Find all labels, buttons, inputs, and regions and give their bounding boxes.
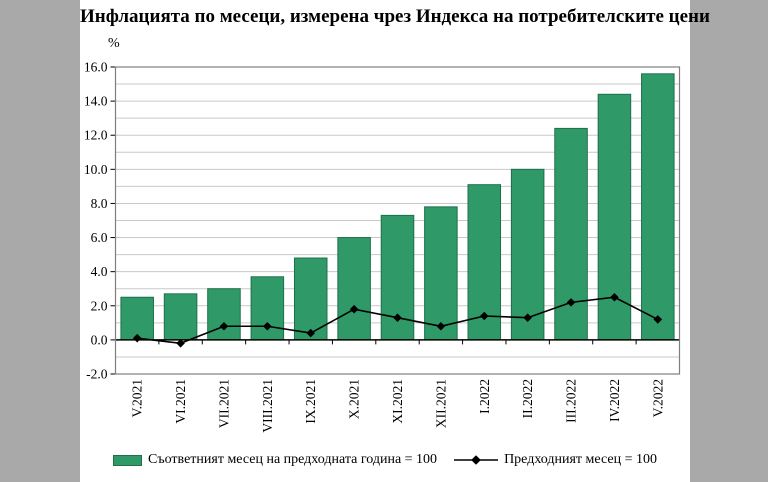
x-tick-label: VI.2021 (173, 379, 188, 424)
x-tick-label: IX.2021 (303, 379, 318, 424)
legend-line-label: Предходният месец = 100 (504, 452, 657, 467)
x-tick-label: I.2022 (477, 379, 492, 414)
line-marker-diamond (610, 292, 619, 302)
legend-line-marker-icon (454, 455, 499, 465)
legend-bar-swatch (113, 454, 143, 466)
y-tick-label: 16.0 (84, 60, 108, 75)
line-marker-diamond (393, 313, 402, 323)
y-tick-label: 10.0 (84, 162, 108, 177)
y-tick-label: 6.0 (91, 230, 108, 245)
chart-svg: 16.0 14.0 12.0 10.0 8.0 6.0 4.0 2.0 0.0 -2.0 V.202… (84, 60, 681, 433)
y-tick-label: 4.0 (91, 264, 108, 279)
chart-title: Инфлацията по месеци, измерена чрез Инде… (80, 6, 710, 27)
x-tick-label: XI.2021 (390, 379, 405, 424)
y-tick-label: 0.0 (91, 332, 108, 347)
bar (120, 296, 154, 341)
bar (207, 288, 241, 341)
x-tick-label: X.2021 (347, 379, 362, 419)
x-tick-label: XII.2021 (433, 379, 448, 428)
y-tick-label: 12.0 (84, 128, 108, 143)
chart-panel: Инфлацията по месеци, измерена чрез Инде… (80, 0, 710, 482)
bar (510, 168, 545, 341)
line-marker-diamond (436, 321, 446, 331)
plot-frame (114, 66, 681, 375)
line-marker-diamond (479, 311, 489, 321)
line-marker-diamond (306, 328, 316, 338)
line-marker-diamond (349, 304, 359, 314)
bar (424, 206, 458, 341)
y-tick-label: -2.0 (86, 367, 108, 382)
line-marker-diamond (523, 313, 532, 323)
x-tick-label: IV.2022 (607, 379, 622, 422)
bar (641, 73, 675, 341)
x-tick-label: II.2022 (520, 379, 535, 418)
bar (163, 293, 198, 341)
bar (554, 127, 588, 341)
x-tick-label: III.2022 (564, 379, 579, 423)
line-marker-diamond (653, 315, 663, 324)
y-tick-label: 2.0 (91, 298, 108, 313)
x-tick-label: V.2021 (130, 379, 145, 417)
legend: Съответният месец на предходната година … (80, 452, 690, 468)
y-tick-label: 8.0 (91, 196, 108, 211)
y-axis-unit-label: % (108, 36, 120, 51)
bar (337, 237, 371, 341)
x-tick-label: V.2022 (650, 379, 665, 417)
line-marker-diamond (263, 321, 272, 331)
legend-bar-label: Съответният месец на предходната година … (148, 452, 438, 467)
line-marker-diamond (219, 321, 229, 331)
line-marker-diamond (566, 298, 576, 307)
x-tick-label: VIII.2021 (260, 379, 275, 433)
x-tick-label: VII.2021 (216, 379, 231, 428)
y-tick-label: 14.0 (84, 94, 108, 109)
